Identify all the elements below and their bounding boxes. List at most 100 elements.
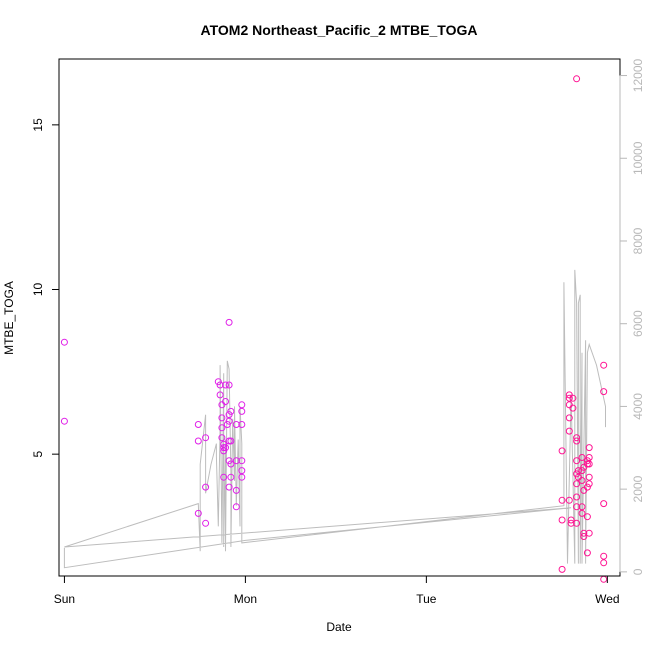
secondary-y-tick-label: 6000: [631, 310, 645, 337]
data-point: [227, 407, 235, 415]
data-point: [225, 381, 233, 389]
data-point: [567, 516, 575, 524]
data-point: [569, 404, 577, 412]
data-point: [573, 75, 581, 83]
data-point: [600, 552, 608, 560]
y-tick-label: 15: [31, 118, 45, 132]
data-point: [574, 467, 582, 475]
data-point: [585, 460, 593, 468]
data-point: [578, 503, 586, 511]
data-point: [580, 533, 588, 540]
data-point: [225, 457, 233, 465]
data-point: [573, 493, 581, 501]
data-point: [60, 338, 68, 346]
data-point: [565, 427, 573, 435]
data-point: [558, 496, 566, 504]
data-point: [583, 549, 591, 557]
data-point: [222, 381, 229, 389]
data-point: [578, 509, 586, 517]
data-point: [202, 519, 210, 527]
data-point: [202, 483, 210, 491]
data-point: [216, 381, 224, 389]
data-point: [583, 513, 591, 521]
concentration-line-layer: [63, 269, 606, 569]
data-point: [232, 486, 240, 494]
data-point: [573, 480, 581, 488]
data-point: [565, 394, 573, 402]
secondary-y-axis: 0 2000 4000 6000 8000 10000 12000: [619, 58, 645, 575]
secondary-y-tick-label: 4000: [631, 393, 645, 420]
data-point: [225, 417, 233, 425]
data-point: [218, 424, 226, 432]
data-point: [222, 398, 229, 405]
data-point: [578, 467, 586, 475]
data-point: [585, 444, 593, 452]
data-point: [585, 480, 593, 488]
secondary-y-tick-label: 2000: [631, 475, 645, 502]
data-point: [565, 414, 573, 422]
data-point: [238, 401, 246, 409]
x-tick-label: Mon: [234, 592, 257, 606]
data-point: [600, 388, 608, 396]
y-axis-label: MTBE_TOGA: [2, 281, 16, 355]
data-points-layer: [60, 75, 608, 583]
data-point: [194, 421, 202, 428]
data-point: [573, 503, 581, 511]
data-point: [558, 516, 566, 524]
data-point: [214, 378, 222, 386]
data-point: [600, 559, 608, 567]
data-point: [573, 437, 581, 445]
x-tick-label: Wed: [595, 592, 619, 606]
data-point: [232, 503, 240, 511]
y-axis: 5 10 15: [31, 118, 60, 458]
data-point: [583, 483, 591, 491]
data-point: [227, 437, 235, 445]
data-point: [585, 473, 593, 481]
data-point: [202, 434, 210, 442]
secondary-y-tick-label: 0: [631, 568, 645, 575]
data-point: [225, 318, 233, 326]
secondary-y-tick-label: 8000: [631, 227, 645, 254]
data-point: [585, 529, 593, 537]
x-tick-label: Sun: [54, 592, 75, 606]
data-point: [578, 477, 586, 484]
data-point: [238, 467, 246, 475]
data-point: [238, 407, 246, 415]
data-point: [578, 454, 586, 461]
data-point: [573, 434, 581, 442]
data-point: [60, 417, 68, 425]
data-point: [573, 519, 581, 527]
data-point: [238, 457, 246, 465]
data-point: [558, 565, 566, 573]
data-point: [218, 434, 226, 442]
plot-frame: [58, 58, 621, 577]
data-point: [238, 421, 246, 428]
chart-title: ATOM2 Northeast_Pacific_2 MTBE_TOGA: [201, 22, 478, 38]
x-axis-label: Date: [326, 620, 352, 634]
data-point: [569, 394, 577, 402]
data-point: [194, 437, 202, 445]
secondary-y-tick-label: 12000: [631, 58, 645, 92]
data-point: [218, 414, 226, 422]
data-point: [222, 444, 229, 452]
secondary-y-tick-label: 10000: [631, 141, 645, 175]
data-point: [225, 483, 233, 491]
data-point: [223, 421, 231, 428]
data-point: [558, 447, 566, 455]
data-point: [227, 473, 235, 481]
data-point: [573, 457, 581, 465]
data-point: [238, 473, 246, 481]
data-point: [600, 575, 608, 583]
y-tick-label: 10: [31, 283, 45, 297]
data-point: [600, 361, 608, 369]
data-point: [580, 529, 588, 537]
x-axis: Sun Mon Tue Wed: [54, 575, 620, 606]
data-point: [565, 496, 573, 504]
data-point: [194, 509, 202, 517]
data-point: [573, 470, 581, 478]
series-line: [63, 269, 606, 569]
data-point: [600, 500, 608, 508]
data-point: [227, 460, 235, 468]
data-point: [220, 447, 228, 455]
